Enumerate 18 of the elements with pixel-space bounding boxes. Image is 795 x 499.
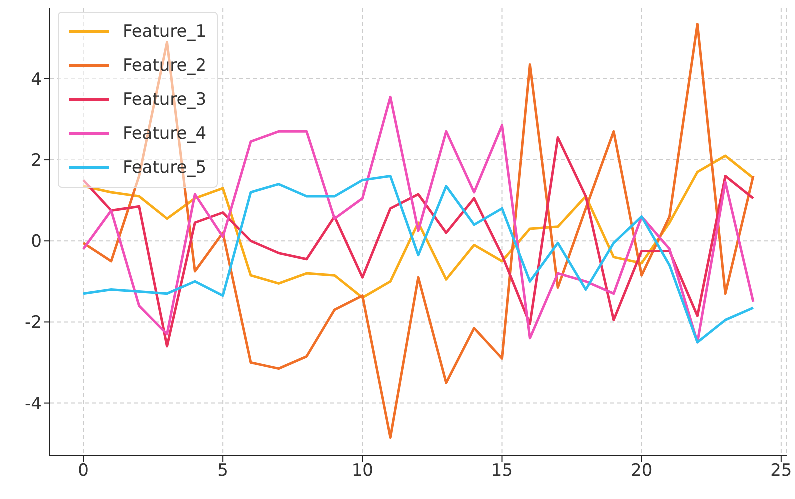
- line-series: [82, 175, 755, 344]
- y-tick-label: 0: [31, 232, 42, 252]
- x-tick-label: 0: [78, 461, 89, 482]
- legend-label: Feature_2: [123, 55, 207, 78]
- legend-label: Feature_1: [123, 21, 207, 44]
- y-tick-label: -2: [25, 313, 42, 334]
- y-tick-label: -4: [25, 394, 42, 414]
- y-tick-label: 2: [31, 151, 42, 172]
- x-tick-label: 15: [491, 461, 514, 482]
- x-tick-label: 20: [631, 461, 653, 482]
- x-tick-label: 25: [770, 461, 792, 482]
- y-tick-label: 4: [31, 70, 42, 90]
- x-tick-label: 5: [218, 461, 228, 482]
- legend-label: Feature_4: [123, 123, 207, 146]
- line-series: [82, 22, 755, 440]
- legend-label: Feature_3: [123, 89, 207, 112]
- x-tick-label: 10: [352, 461, 374, 482]
- legend-label: Feature_5: [123, 157, 207, 180]
